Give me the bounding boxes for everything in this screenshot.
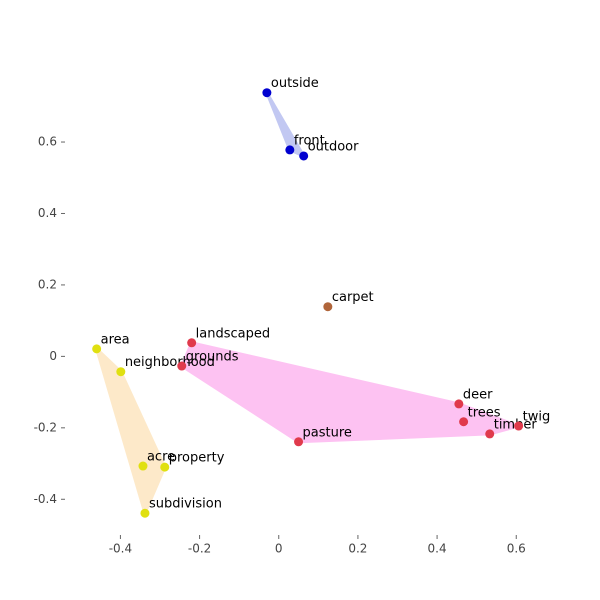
x-tick-label: 0.2 <box>348 542 367 556</box>
point-label: neighborhood <box>125 355 215 370</box>
point <box>323 302 333 312</box>
y-tick-label: -0.2 <box>34 420 57 434</box>
point-label: front <box>294 133 325 148</box>
cluster-hull <box>265 91 306 158</box>
point-label: deer <box>463 387 493 402</box>
x-tick-label: -0.2 <box>188 542 211 556</box>
point <box>160 462 170 472</box>
y-tick-label: 0.4 <box>38 206 57 220</box>
point <box>177 361 187 371</box>
point-label: pasture <box>303 425 352 440</box>
point-label: carpet <box>332 290 374 305</box>
point <box>262 88 272 98</box>
point-label: subdivision <box>149 497 222 512</box>
y-tick-label: 0 <box>49 349 57 363</box>
point <box>485 429 495 439</box>
point <box>285 145 295 155</box>
x-tick-label: 0.6 <box>507 542 526 556</box>
point-label: area <box>101 332 130 347</box>
y-tick-label: 0.2 <box>38 277 57 291</box>
cluster-hull <box>95 347 167 515</box>
y-tick-label: -0.4 <box>34 492 57 506</box>
point-label: grounds <box>186 350 239 365</box>
point <box>514 421 524 431</box>
point <box>187 338 197 348</box>
x-tick-label: -0.4 <box>109 542 132 556</box>
point-label: property <box>169 451 225 466</box>
point <box>459 417 469 427</box>
point <box>140 508 150 518</box>
point-label: landscaped <box>196 326 270 341</box>
point <box>294 437 304 447</box>
point <box>299 151 309 161</box>
point <box>92 344 102 354</box>
point <box>454 399 464 409</box>
point-label: twig <box>523 410 551 425</box>
point-label: acre <box>147 450 175 465</box>
point-label: outdoor <box>308 139 359 154</box>
point <box>138 461 148 471</box>
point <box>116 367 126 377</box>
point-label: trees <box>468 405 501 420</box>
y-tick-label: 0.6 <box>38 135 57 149</box>
point-label: outside <box>271 76 319 91</box>
x-tick-label: 0 <box>275 542 283 556</box>
x-tick-label: 0.4 <box>428 542 447 556</box>
